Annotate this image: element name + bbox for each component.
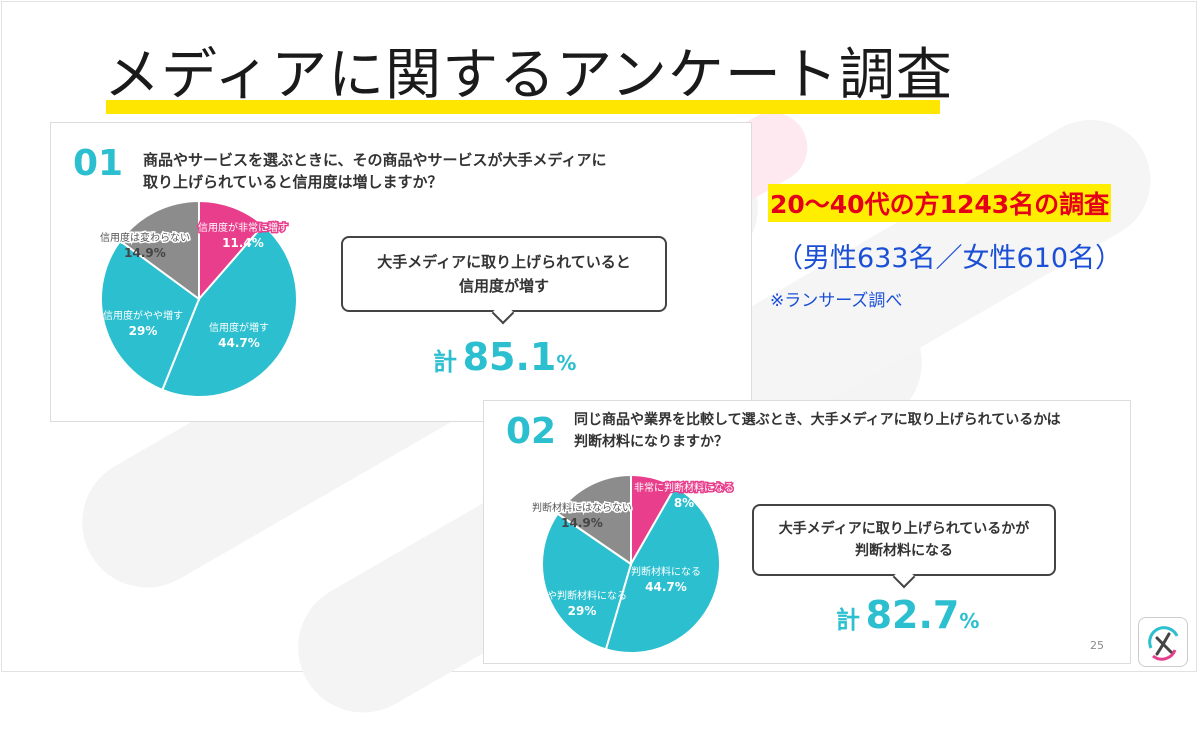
pie-slice-label: 判断材料になる <box>631 565 701 578</box>
pie-slice-label: 信用度は変わらない <box>100 231 190 244</box>
q1-callout: 大手メディアに取り上げられていると 信用度が増す <box>341 236 667 312</box>
pie-slice-label: 信用度が増す <box>209 321 269 334</box>
survey-breakdown: （男性633名／女性610名） <box>776 243 1123 274</box>
q1-callout-text: 大手メディアに取り上げられていると 信用度が増す <box>377 253 631 295</box>
q1-card: 01 商品やサービスを選ぶときに、その商品やサービスが大手メディアに 取り上げら… <box>50 122 752 422</box>
title-underline <box>106 100 940 114</box>
pie-slice-value: 14.9% <box>124 246 166 260</box>
q2-number: 02 <box>506 411 557 452</box>
pie-slice-label: やや判断材料になる <box>537 589 627 602</box>
q2-question: 同じ商品や業界を比較して選ぶとき、大手メディアに取り上げられているかは 判断材料… <box>574 412 1061 450</box>
pie-slice-value: 29% <box>129 324 158 338</box>
q1-pie-chart: 信用度が非常に増す 11.4% 信用度が増す 44.7% 信用度がやや増す 29% 信用度は… <box>99 199 298 398</box>
pie-slice-value: 14.9% <box>561 516 603 530</box>
pie-slice-value: 44.7% <box>218 336 260 350</box>
q2-total-unit: % <box>959 609 980 633</box>
brand-logo <box>1138 617 1188 667</box>
pie-slice <box>604 485 721 654</box>
pie-slice-label: 信用度が非常に増す <box>198 221 288 234</box>
page-title: メディアに関するアンケート調査 <box>104 43 953 108</box>
q2-pie-chart: 非常に判断材料になる 8% 判断材料になる 44.7% やや判断材料になる 29% 判断材料… <box>531 473 736 654</box>
pie-slice <box>541 512 633 651</box>
q2-callout: 大手メディアに取り上げられているかが 判断材料になる <box>752 504 1056 576</box>
brand-logo-icon <box>1148 626 1179 661</box>
q1-total: 計 85.1% <box>433 335 576 379</box>
q1-total-unit: % <box>556 351 577 375</box>
pie-slice-value: 29% <box>568 604 597 618</box>
pie-slice-label: 信用度がやや増す <box>103 309 183 322</box>
q1-total-prefix: 計 <box>433 348 457 376</box>
pie-slice <box>161 223 298 398</box>
pie-slice-value: 44.7% <box>645 580 687 594</box>
q2-total-value: 82.7 <box>865 593 960 637</box>
pie-slice-label: 判断材料にはならない <box>532 501 632 514</box>
q1-question: 商品やサービスを選ぶときに、その商品やサービスが大手メディアに 取り上げられてい… <box>143 151 607 191</box>
survey-summary: 20〜40代の方1243名の調査 <box>768 184 1112 222</box>
pie-slice <box>100 239 201 392</box>
pie-slice <box>198 199 265 302</box>
q2-total: 計 82.7% <box>836 593 979 637</box>
pie-slice-value: 11.4% <box>222 236 264 250</box>
q1-total-value: 85.1 <box>462 335 557 379</box>
q1-number: 01 <box>73 143 124 184</box>
q2-callout-text: 大手メディアに取り上げられているかが 判断材料になる <box>778 521 1030 559</box>
pie-slice <box>556 473 632 566</box>
survey-source-note: ※ランサーズ調べ <box>770 291 903 311</box>
pie-slice-value: 8% <box>674 496 694 510</box>
slide-frame <box>1 1 1197 672</box>
pie-slice <box>118 199 200 301</box>
q2-card: 02 同じ商品や業界を比較して選ぶとき、大手メディアに取り上げられているかは 判… <box>483 400 1131 664</box>
pie-slice-label: 非常に判断材料になる <box>634 481 734 494</box>
q2-total-prefix: 計 <box>836 606 860 634</box>
page-number: 25 <box>1090 639 1104 652</box>
